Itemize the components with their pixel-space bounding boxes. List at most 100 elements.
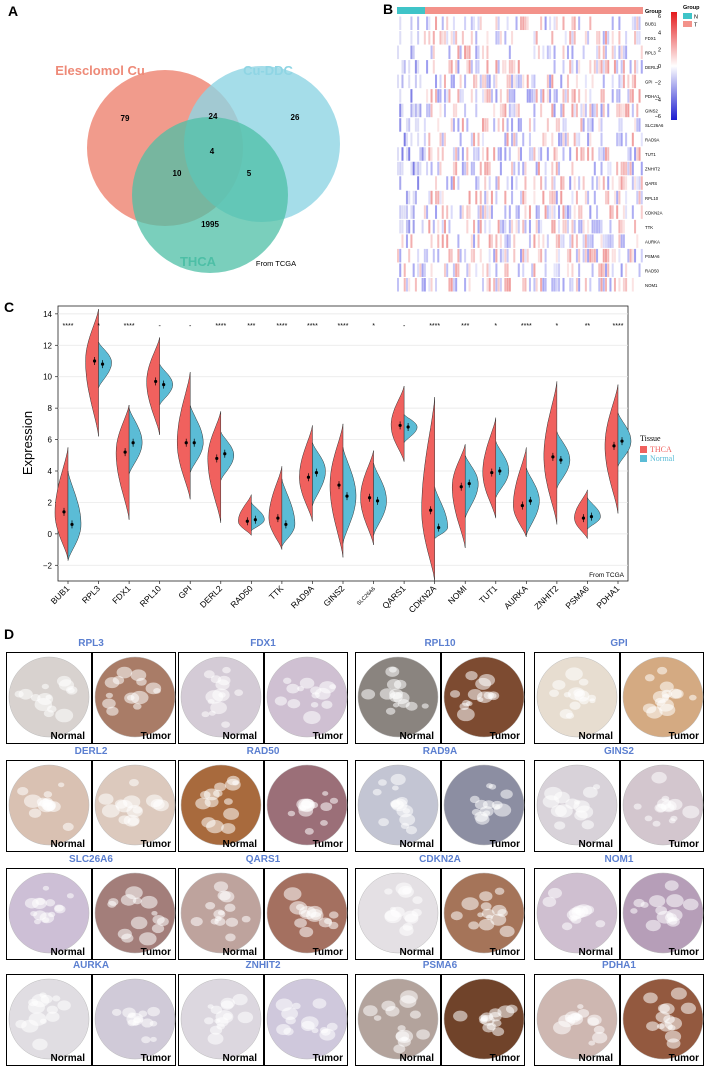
heatmap-cell	[564, 118, 567, 132]
heatmap-cell	[426, 16, 429, 31]
heatmap-cell	[604, 263, 607, 277]
heatmap-cell	[573, 205, 576, 219]
heatmap-cell	[517, 60, 520, 74]
tissue-follicle	[221, 823, 236, 834]
heatmap-cell	[513, 60, 516, 74]
x-tick-label: RAD50	[228, 583, 255, 610]
tissue-follicle	[129, 778, 139, 787]
heatmap-cell	[506, 16, 509, 31]
heatmap-cell	[589, 89, 592, 103]
ihc-caption-normal: Normal	[50, 947, 85, 958]
heatmap-cell	[629, 89, 632, 103]
heatmap-cell	[414, 60, 417, 74]
heatmap-cell	[475, 31, 478, 45]
heatmap-scale-tick: −6	[655, 114, 661, 120]
heatmap-cell	[607, 190, 610, 205]
ihc-core-tumor	[443, 872, 525, 954]
heatmap-cell	[620, 176, 623, 190]
heatmap-cell	[555, 277, 558, 292]
heatmap-cell	[533, 118, 536, 132]
heatmap-cell	[443, 31, 446, 45]
tissue-follicle	[294, 918, 307, 928]
heatmap-cell	[506, 248, 509, 263]
heatmap-cell	[493, 103, 496, 118]
heatmap-cell	[426, 60, 429, 74]
heatmap-cell	[578, 89, 581, 103]
ihc-image-pair: Normal Tumor	[534, 974, 704, 1066]
heatmap-cell	[502, 219, 505, 234]
violin-znhit2	[543, 381, 571, 525]
ihc-tile-aurka: AURKA Normal Tumor	[6, 960, 176, 1066]
heatmap-cell	[589, 16, 592, 31]
mean-point	[131, 441, 135, 445]
violin-ttk	[268, 465, 296, 550]
heatmap-cell	[446, 16, 449, 31]
heatmap-cell	[618, 234, 621, 248]
heatmap-cell	[452, 103, 455, 118]
heatmap-cell	[600, 219, 603, 234]
ihc-caption-normal: Normal	[50, 1053, 85, 1064]
heatmap-cell	[520, 118, 523, 132]
heatmap-cell	[600, 147, 603, 161]
heatmap-cell	[432, 31, 435, 45]
heatmap-cell	[479, 74, 482, 89]
tissue-follicle	[404, 913, 419, 924]
tissue-follicle	[574, 810, 588, 821]
ihc-image-pair: Normal Tumor	[6, 868, 176, 960]
heatmap-cell	[589, 234, 592, 248]
mean-point	[223, 452, 227, 456]
heatmap-cell	[604, 190, 607, 205]
heatmap-cell	[591, 234, 594, 248]
ihc-divider	[619, 653, 621, 743]
tissue-follicle	[34, 697, 53, 712]
heatmap-cell	[593, 60, 596, 74]
heatmap-cell	[488, 277, 491, 292]
heatmap-cell	[627, 147, 630, 161]
heatmap-cell	[622, 219, 625, 234]
tissue-follicle	[210, 1005, 223, 1015]
heatmap-cell	[435, 16, 438, 31]
heatmap-cell	[466, 205, 469, 219]
tissue-follicle	[123, 814, 140, 827]
heatmap-gene-label: BUB1	[645, 21, 657, 26]
legend-swatch-thca	[640, 446, 647, 453]
tissue-follicle	[320, 802, 333, 812]
heatmap-cell	[613, 60, 616, 74]
heatmap-cell	[488, 219, 491, 234]
heatmap-cell	[430, 190, 433, 205]
heatmap-cell	[524, 277, 527, 292]
tissue-follicle	[416, 1029, 430, 1040]
ihc-divider	[619, 975, 621, 1065]
venn-label-thca: THCA	[180, 254, 217, 269]
violin-half-thca	[329, 423, 344, 558]
heatmap-cell	[408, 248, 411, 263]
heatmap-cell	[432, 248, 435, 263]
heatmap-cell	[562, 103, 565, 118]
heatmap-cell	[524, 161, 527, 176]
heatmap-cell	[560, 74, 563, 89]
mean-point	[62, 510, 66, 514]
heatmap-cell	[555, 263, 558, 277]
x-tick-label: SLC26A6	[356, 586, 377, 607]
heatmap-cell	[575, 103, 578, 118]
heatmap-cell	[640, 205, 643, 219]
heatmap-cell	[499, 248, 502, 263]
heatmap-cell	[636, 16, 639, 31]
heatmap-cell	[408, 118, 411, 132]
heatmap-cell	[582, 176, 585, 190]
heatmap-cell	[412, 45, 415, 60]
tissue-follicle	[301, 1020, 315, 1032]
ihc-caption-tumor: Tumor	[489, 731, 520, 742]
heatmap-cell	[450, 31, 453, 45]
heatmap-cell	[495, 31, 498, 45]
y-tick-label: 12	[43, 341, 52, 350]
significance-label: -	[158, 323, 161, 330]
heatmap-cell	[412, 161, 415, 176]
heatmap-cell	[566, 89, 569, 103]
heatmap-cell	[439, 132, 442, 147]
heatmap-cell	[549, 89, 552, 103]
heatmap-cell	[638, 118, 641, 132]
heatmap-cell	[622, 205, 625, 219]
heatmap-cell	[493, 74, 496, 89]
heatmap-cell	[457, 263, 460, 277]
